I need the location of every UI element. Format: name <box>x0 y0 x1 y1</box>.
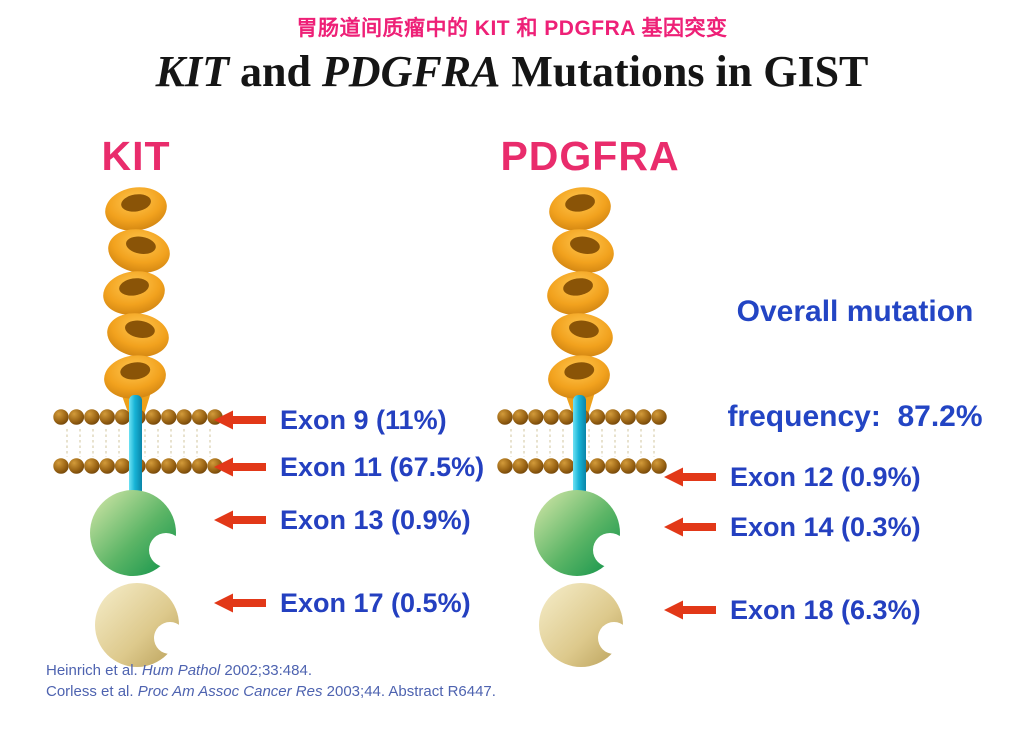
pdgfra-exon12-annotation: Exon 12 (0.9%) <box>664 462 921 492</box>
exon-label: Exon 14 (0.3%) <box>730 511 921 542</box>
citation-authors: Corless et al. <box>46 683 138 700</box>
overall-frequency: Overall mutation frequency: 87.2% <box>688 224 1022 504</box>
kit-exon11-annotation: Exon 11 (67.5%) <box>214 452 484 482</box>
main-title: KIT and PDGFRA Mutations in GIST <box>0 46 1024 97</box>
left-arrow-icon <box>214 410 266 430</box>
pdgfra-gene-label: PDGFRA <box>500 133 680 179</box>
title-gene-kit: KIT <box>155 47 229 96</box>
kit-exon17-annotation: Exon 17 (0.5%) <box>214 588 471 618</box>
overall-frequency-line1: Overall mutation <box>736 295 974 328</box>
left-arrow-icon <box>664 600 716 620</box>
left-arrow-icon <box>214 593 266 613</box>
title-rest: Mutations in GIST <box>500 47 869 96</box>
citation-authors: Heinrich et al. <box>46 662 142 679</box>
chinese-title: 胃肠道间质瘤中的 KIT 和 PDGFRA 基因突变 <box>296 17 728 40</box>
pdgfra-exon14-annotation: Exon 14 (0.3%) <box>664 512 921 542</box>
citation-journal: Proc Am Assoc Cancer Res <box>137 683 323 700</box>
exon-label: Exon 9 (11%) <box>280 404 447 435</box>
citation-ref: 2002;33:484. <box>220 662 313 679</box>
left-arrow-icon <box>214 457 266 477</box>
exon-label: Exon 12 (0.9%) <box>730 461 921 492</box>
title-gene-pdgfra: PDGFRA <box>321 47 501 96</box>
exon-label: Exon 18 (6.3%) <box>730 594 921 625</box>
citation-line: Heinrich et al. Hum Pathol 2002;33:484. <box>46 660 496 681</box>
overall-frequency-line2: frequency: 87.2% <box>727 400 983 433</box>
kit-exon13-annotation: Exon 13 (0.9%) <box>214 505 471 535</box>
pdgfra-receptor-diagram <box>497 185 667 685</box>
kit-gene-label: KIT <box>101 133 171 179</box>
left-arrow-icon <box>664 467 716 487</box>
pdgfra-exon18-annotation: Exon 18 (6.3%) <box>664 595 921 625</box>
exon-label: Exon 13 (0.9%) <box>280 504 471 535</box>
exon-label: Exon 17 (0.5%) <box>280 587 471 618</box>
left-arrow-icon <box>214 510 266 530</box>
citation-journal: Hum Pathol <box>141 662 221 679</box>
exon-label: Exon 11 (67.5%) <box>280 451 485 482</box>
citations: Heinrich et al. Hum Pathol 2002;33:484. … <box>46 660 496 702</box>
kit-receptor-diagram <box>53 185 223 685</box>
citation-line: Corless et al. Proc Am Assoc Cancer Res … <box>46 681 496 702</box>
title-and: and <box>228 47 322 96</box>
kit-exon9-annotation: Exon 9 (11%) <box>214 405 447 435</box>
left-arrow-icon <box>664 517 716 537</box>
citation-ref: 2003;44. Abstract R6447. <box>322 683 496 700</box>
